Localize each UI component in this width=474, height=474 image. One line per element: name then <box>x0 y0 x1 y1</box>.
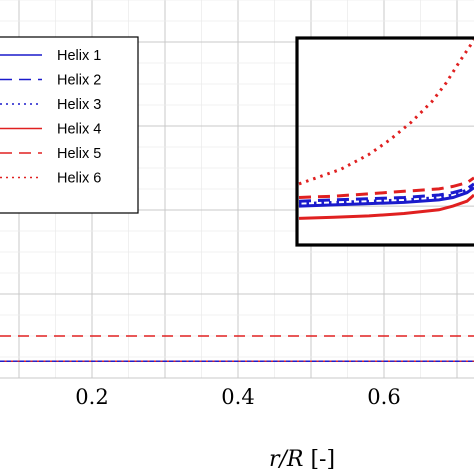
inset-background <box>297 38 474 245</box>
legend-item: Helix 6 <box>0 171 101 187</box>
main-series-group <box>0 335 474 362</box>
legend: Helix 1 Helix 2 Helix 3 Helix 4 Helix 5 Helix… <box>0 36 139 214</box>
legend-label: Helix 3 <box>57 97 101 113</box>
legend-box <box>0 36 139 214</box>
inset-series-line <box>298 182 474 203</box>
x-axis-variable: r/R <box>269 447 304 472</box>
inset-series-line <box>298 193 474 220</box>
legend-item: Helix 4 <box>0 122 101 138</box>
legend-label: Helix 6 <box>57 171 101 187</box>
legend-item: Helix 1 <box>0 48 101 64</box>
inset-frame <box>295 36 474 247</box>
inset-series-line <box>298 176 474 199</box>
x-axis-unit: [-] <box>310 447 335 472</box>
inset-plot <box>295 36 474 247</box>
x-tick-labels: 0.2 0.4 0.6 <box>75 385 400 409</box>
legend-item: Helix 3 <box>0 97 101 113</box>
x-tick-label: 0.6 <box>367 385 400 409</box>
legend-label: Helix 2 <box>57 73 101 89</box>
x-axis-label: r/R [-] <box>269 447 335 472</box>
legend-label: Helix 1 <box>57 48 101 64</box>
legend-item: Helix 2 <box>0 73 101 89</box>
legend-label: Helix 5 <box>57 146 101 162</box>
inset-series-line <box>298 186 474 208</box>
inset-series-line <box>298 183 474 206</box>
inset-series-group <box>298 39 474 220</box>
legend-label: Helix 4 <box>57 122 101 138</box>
x-tick-label: 0.4 <box>221 385 254 409</box>
legend-item: Helix 5 <box>0 146 101 162</box>
x-tick-label: 0.2 <box>75 385 108 409</box>
